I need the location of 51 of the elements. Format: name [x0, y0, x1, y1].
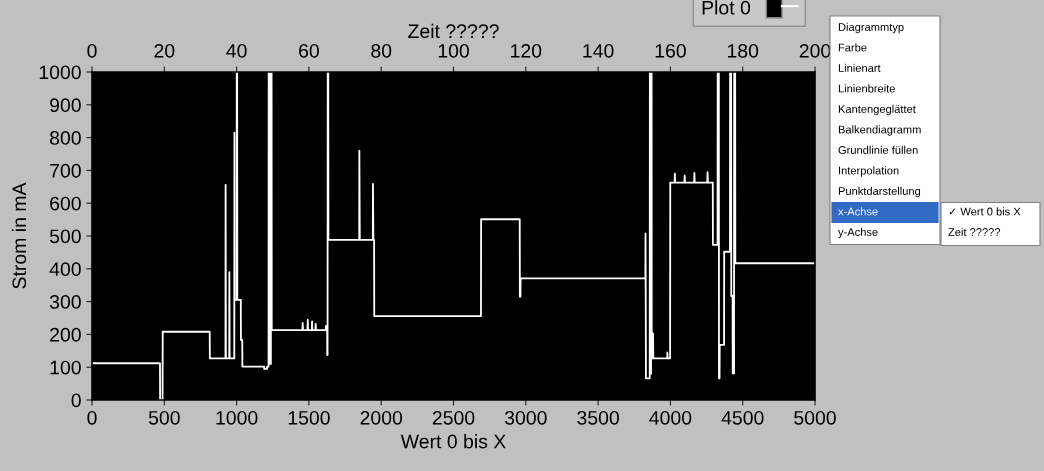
- text: x-Achse: [838, 207, 878, 216]
- text: Interpolation: [839, 166, 899, 177]
- x-axis-title: Wert 0 bis X: [400, 434, 506, 449]
- x-tick-label: 3500: [577, 410, 619, 425]
- text: Kantengeglättet: [838, 104, 916, 116]
- x2-tick-label: 200: [799, 43, 831, 58]
- x2-tick-label: 120: [511, 43, 542, 58]
- x-tick-label: 1000: [216, 410, 258, 425]
- y-tick-label: 800: [49, 131, 81, 145]
- text: Zeit ?????: [948, 227, 1001, 236]
- x2-tick-label: 20: [154, 43, 175, 58]
- y-tick-label: 1000: [39, 65, 81, 80]
- text: ✓ Wert 0 bis X: [949, 207, 1021, 216]
- text: Farbe: [838, 43, 867, 52]
- y-tick-label: 900: [50, 98, 81, 113]
- y-tick-label: 700: [50, 163, 81, 178]
- text: Punktdarstellung: [838, 186, 921, 198]
- y-tick-label: 100: [50, 360, 81, 375]
- legend-label: Plot 0: [702, 0, 751, 15]
- x2-tick-label: 0: [87, 43, 97, 58]
- x-tick-label: 1500: [288, 410, 330, 425]
- text: Balkendiagramm: [838, 125, 921, 136]
- text: Diagrammtyp: [838, 22, 904, 34]
- x2-tick-label: 60: [299, 43, 319, 58]
- text: Linienart: [838, 63, 881, 72]
- text: Grundlinie füllen: [838, 145, 918, 154]
- x2-tick-label: 140: [583, 43, 614, 58]
- x2-tick-label: 180: [727, 43, 759, 58]
- x-tick-label: 2500: [432, 410, 475, 425]
- x2-tick-label: 160: [655, 43, 686, 58]
- x-tick-label: 5000: [794, 410, 836, 425]
- text: Linienbreite: [838, 84, 895, 93]
- y-tick-label: 0: [71, 393, 81, 408]
- text: y-Achse: [838, 227, 878, 239]
- x2-axis-title: Zeit ?????: [408, 23, 499, 39]
- x-tick-label: 4500: [721, 410, 764, 425]
- x-tick-label: 500: [148, 410, 180, 425]
- x-tick-label: 4000: [649, 410, 692, 425]
- y-tick-label: 600: [50, 196, 81, 211]
- x-tick-label: 3000: [504, 410, 547, 425]
- x2-tick-label: 40: [226, 43, 247, 58]
- y-tick-label: 400: [49, 262, 81, 277]
- y-axis-title: Strom in mA: [11, 182, 27, 289]
- y-tick-label: 500: [49, 229, 81, 244]
- line-series: [92, 72, 815, 400]
- y-tick-label: 200: [50, 327, 81, 342]
- x-tick-label: 2000: [360, 410, 403, 425]
- x2-tick-label: 80: [371, 43, 392, 58]
- x2-tick-label: 100: [438, 43, 469, 58]
- x-tick-label: 0: [87, 410, 97, 425]
- y-tick-label: 300: [49, 295, 81, 309]
